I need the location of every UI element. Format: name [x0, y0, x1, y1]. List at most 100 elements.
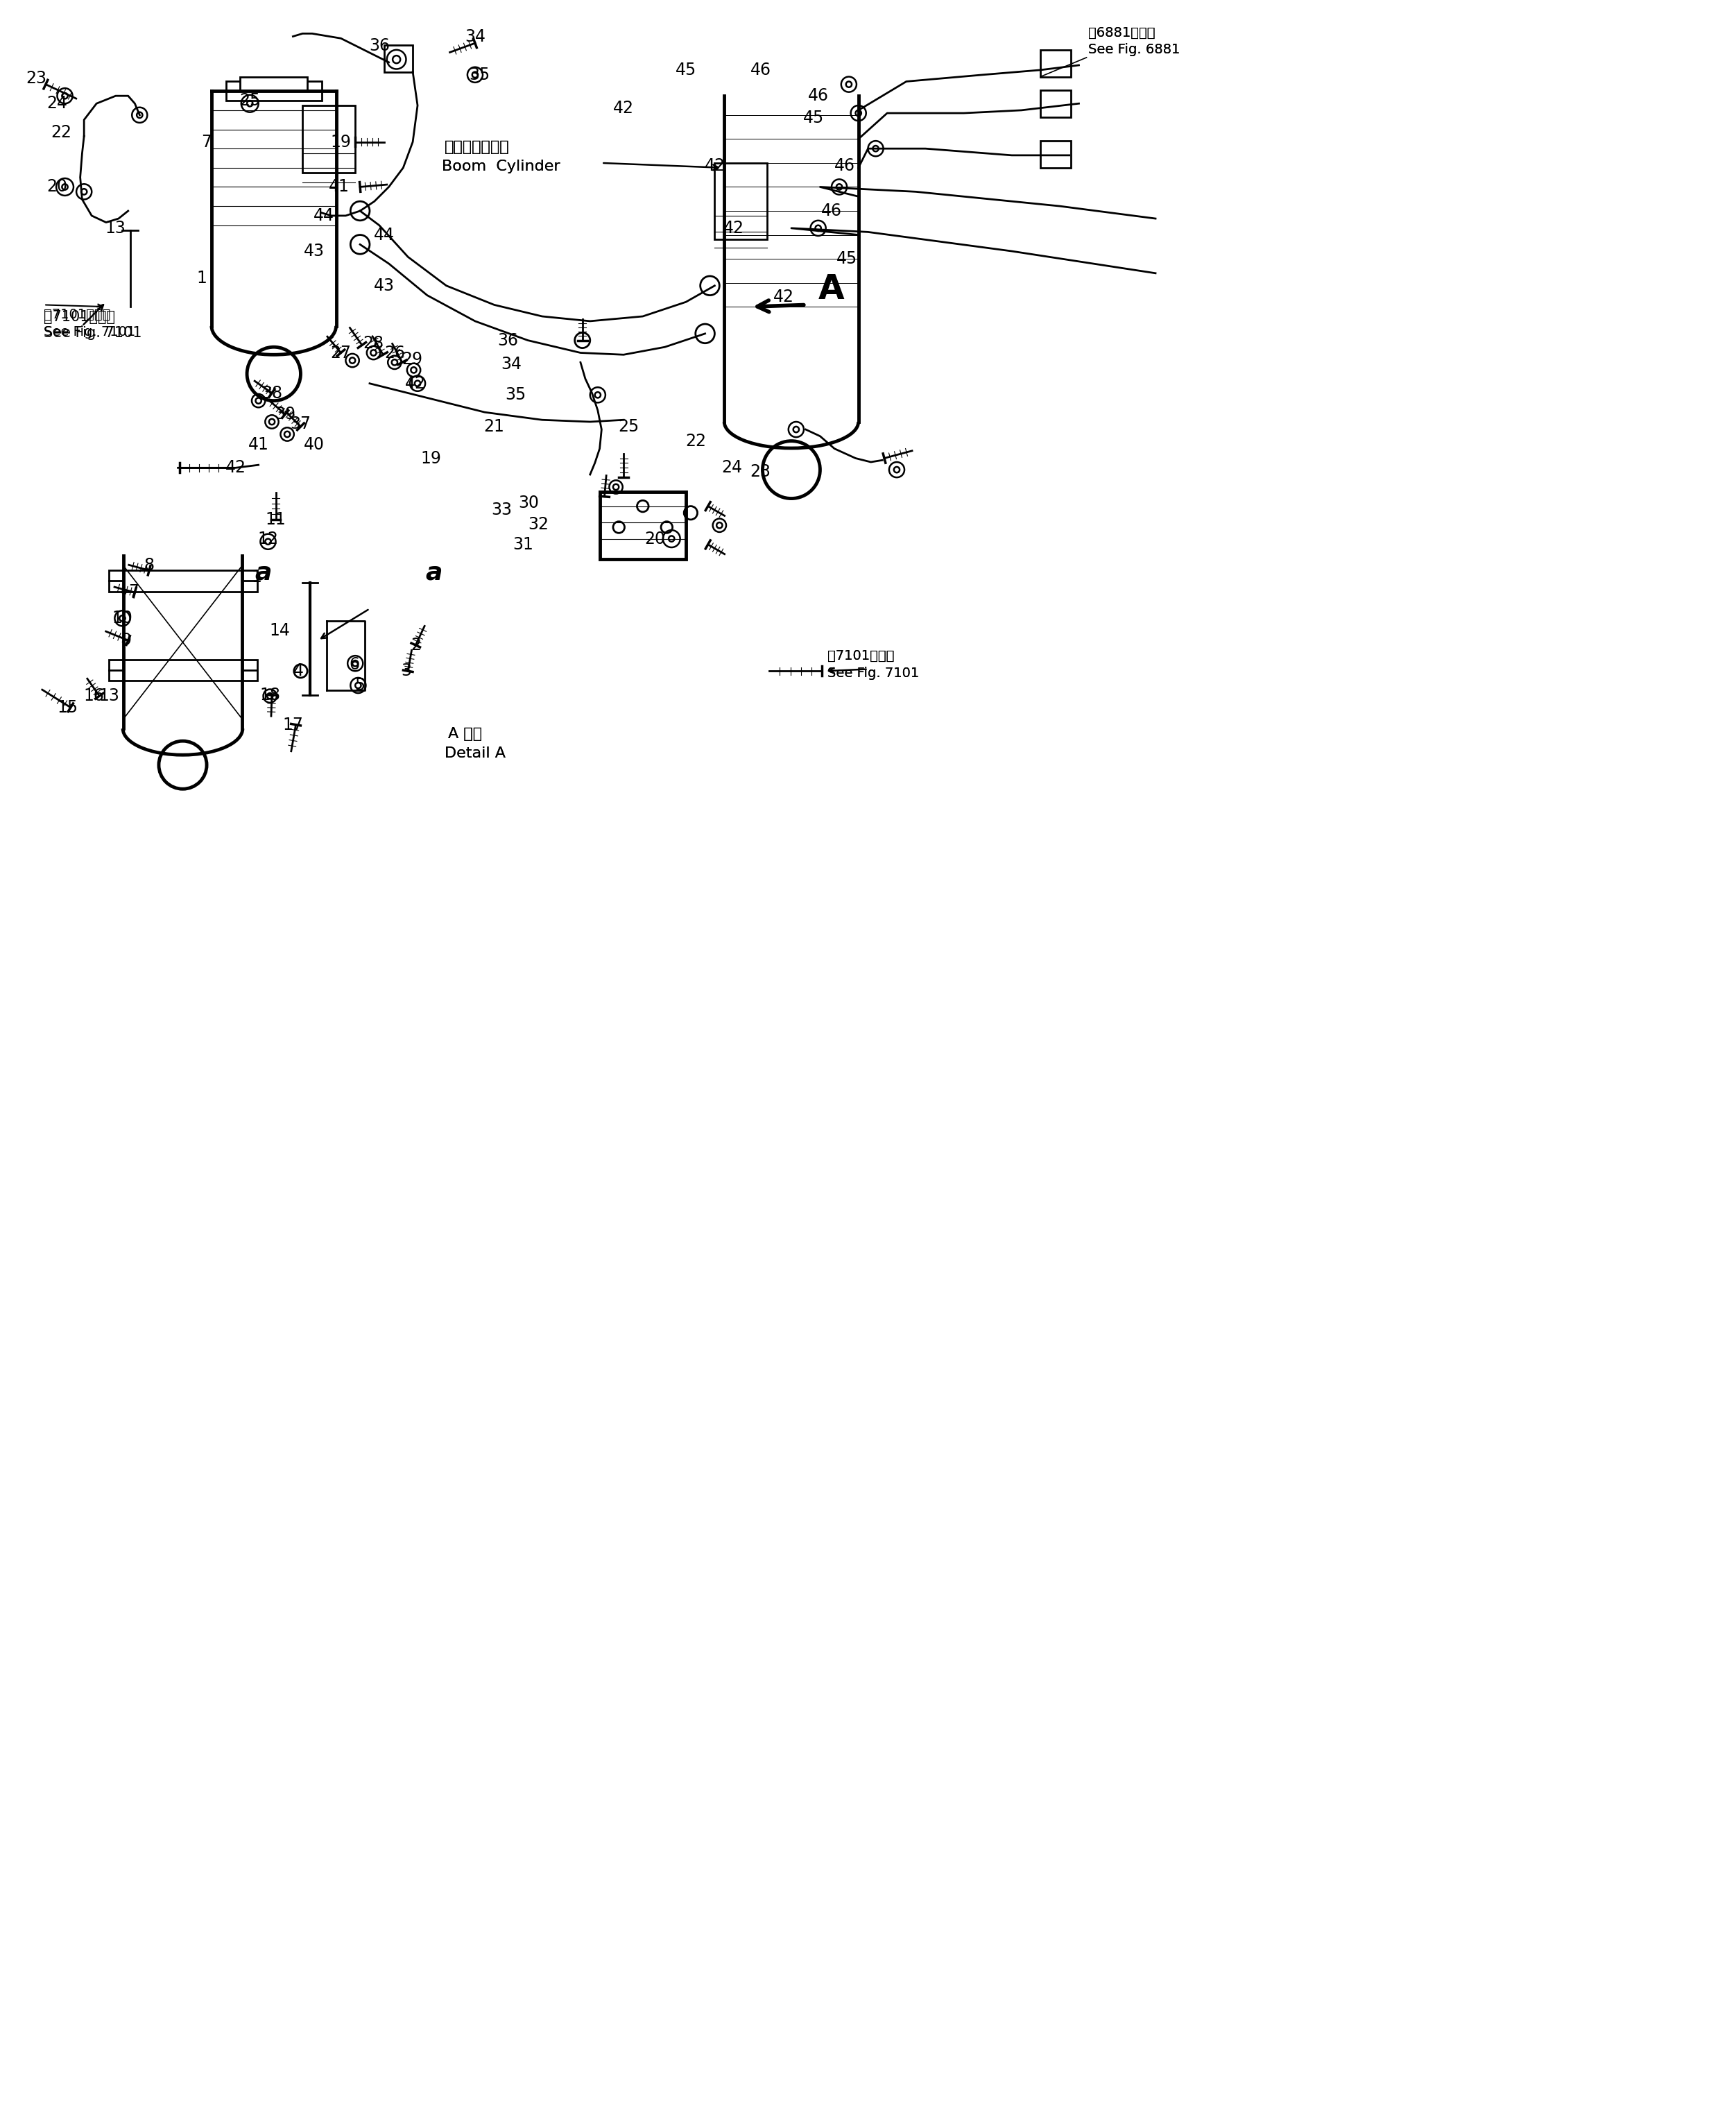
Text: 42: 42	[705, 158, 726, 175]
Text: 21: 21	[484, 418, 505, 434]
Text: 45: 45	[802, 110, 825, 127]
Text: 17: 17	[283, 717, 304, 734]
Text: 34: 34	[465, 27, 486, 44]
Text: 42: 42	[404, 375, 425, 392]
Text: 20: 20	[47, 179, 68, 196]
Text: 19: 19	[330, 133, 351, 150]
Text: 44: 44	[312, 207, 333, 224]
Text: 25: 25	[240, 93, 260, 110]
Text: 23: 23	[26, 70, 47, 86]
Text: 39: 39	[274, 405, 295, 422]
Text: 40: 40	[304, 437, 325, 453]
Text: 12: 12	[257, 531, 278, 546]
Text: 22: 22	[686, 432, 707, 449]
Text: See Fig. 7101: See Fig. 7101	[828, 666, 920, 679]
Text: 46: 46	[835, 158, 856, 175]
Text: 2: 2	[410, 637, 420, 654]
Text: 第7101図参照: 第7101図参照	[43, 308, 111, 321]
Text: 1: 1	[196, 270, 207, 287]
Text: 27: 27	[330, 344, 351, 361]
Text: 36: 36	[368, 38, 389, 55]
Text: 38: 38	[262, 384, 283, 401]
Text: 29: 29	[401, 352, 422, 367]
Text: 7: 7	[201, 133, 212, 150]
Text: 第6881図参照: 第6881図参照	[1088, 25, 1156, 40]
Bar	[599, 491, 686, 559]
Text: 41: 41	[328, 179, 349, 196]
Text: See Fig. 7101: See Fig. 7101	[828, 666, 920, 679]
Text: 11: 11	[266, 510, 286, 527]
Text: 第7101図参照: 第7101図参照	[828, 650, 894, 662]
Bar	[109, 569, 257, 591]
Text: 10: 10	[113, 610, 132, 626]
Bar	[1040, 141, 1071, 169]
Text: 5: 5	[354, 677, 365, 694]
Bar	[226, 82, 321, 101]
Text: 46: 46	[821, 202, 842, 219]
Text: 26: 26	[384, 344, 404, 361]
Text: See Fig. 7101: See Fig. 7101	[43, 325, 135, 337]
Text: 41: 41	[248, 437, 269, 453]
Text: See Fig. 7101: See Fig. 7101	[43, 327, 142, 340]
Bar	[1040, 51, 1071, 76]
Text: 44: 44	[373, 226, 394, 243]
Text: 28: 28	[363, 335, 384, 352]
Text: 37: 37	[290, 415, 311, 432]
Text: ブームシリンダ: ブームシリンダ	[444, 141, 509, 154]
Bar	[715, 162, 767, 240]
Text: A 詳細: A 詳細	[448, 728, 483, 740]
Text: 31: 31	[512, 536, 533, 553]
Text: 46: 46	[807, 89, 828, 103]
Text: 42: 42	[724, 219, 745, 236]
Text: 第7101図参照: 第7101図参照	[828, 650, 894, 662]
Text: a: a	[255, 561, 271, 584]
Text: 45: 45	[675, 61, 696, 78]
Text: 45: 45	[837, 251, 858, 268]
Text: 第7101図参照: 第7101図参照	[43, 310, 115, 325]
Text: Boom  Cylinder: Boom Cylinder	[441, 160, 559, 173]
Text: 9: 9	[122, 633, 132, 650]
Bar	[1040, 91, 1071, 116]
Text: 6: 6	[349, 656, 359, 673]
Text: 7: 7	[128, 584, 139, 599]
Text: A 詳細: A 詳細	[448, 728, 483, 740]
Text: 8: 8	[144, 557, 155, 574]
Text: See Fig. 6881: See Fig. 6881	[1088, 44, 1180, 57]
Text: 4: 4	[293, 662, 304, 679]
Text: Detail A: Detail A	[444, 747, 505, 759]
Text: A: A	[818, 272, 844, 306]
Text: 35: 35	[505, 386, 526, 403]
Text: 23: 23	[750, 464, 771, 481]
Text: 20: 20	[644, 531, 665, 546]
Text: ブームシリンダ: ブームシリンダ	[444, 141, 509, 154]
Text: 30: 30	[519, 496, 540, 512]
Text: 42: 42	[226, 460, 247, 477]
Text: 1: 1	[252, 569, 262, 586]
Text: 36: 36	[496, 331, 517, 348]
Text: 19: 19	[420, 449, 441, 466]
Text: a: a	[425, 561, 443, 584]
Text: 32: 32	[528, 517, 549, 534]
Text: 43: 43	[373, 278, 394, 293]
Text: 第6881図参照: 第6881図参照	[1088, 25, 1156, 40]
Bar	[109, 660, 257, 681]
Text: See Fig. 6881: See Fig. 6881	[1088, 44, 1180, 57]
Text: 15: 15	[57, 700, 78, 715]
Text: 42: 42	[773, 289, 793, 306]
Text: 14: 14	[269, 622, 290, 639]
Bar	[240, 76, 307, 91]
Bar	[302, 105, 356, 173]
Text: 16: 16	[83, 688, 104, 704]
Text: 3: 3	[401, 662, 411, 679]
Text: Boom  Cylinder: Boom Cylinder	[441, 160, 559, 173]
Bar	[384, 44, 413, 72]
Text: 35: 35	[469, 67, 490, 82]
Text: 42: 42	[613, 99, 634, 116]
Text: 24: 24	[47, 95, 68, 112]
Text: 34: 34	[502, 356, 523, 373]
Text: 46: 46	[750, 61, 771, 78]
Text: 13: 13	[106, 219, 127, 236]
Text: 13: 13	[99, 688, 120, 704]
Text: 18: 18	[260, 688, 281, 702]
Text: 33: 33	[491, 502, 512, 519]
